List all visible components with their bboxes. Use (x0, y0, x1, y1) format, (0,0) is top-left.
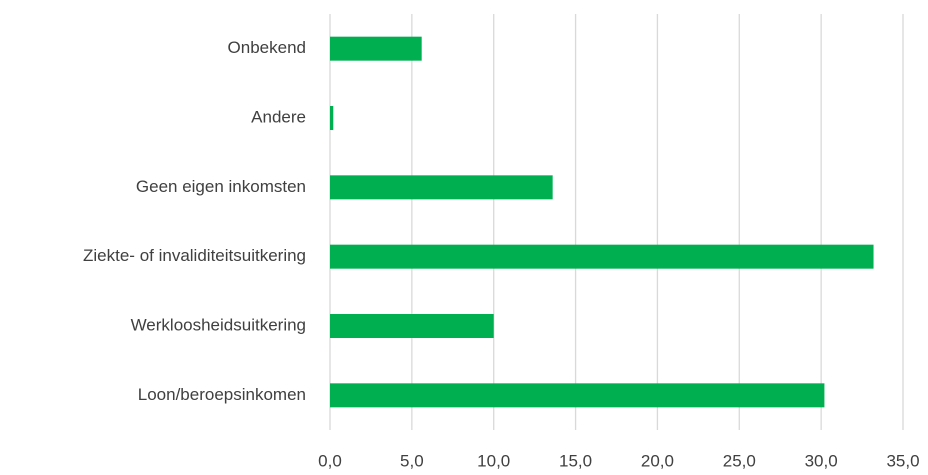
y-tick-label: Ziekte- of invaliditeitsuitkering (83, 246, 306, 265)
x-tick-label: 5,0 (400, 451, 424, 470)
x-tick-label: 25,0 (723, 451, 756, 470)
x-tick-label: 35,0 (886, 451, 919, 470)
bar (330, 244, 874, 269)
x-tick-label: 20,0 (641, 451, 674, 470)
bar (330, 314, 494, 338)
bar (330, 383, 825, 408)
bar (330, 175, 553, 200)
x-tick-label: 10,0 (477, 451, 510, 470)
bar (330, 36, 422, 61)
y-tick-label: Onbekend (228, 38, 306, 57)
y-tick-label: Geen eigen inkomsten (136, 177, 306, 196)
y-tick-label: Andere (251, 107, 306, 126)
y-tick-label: Werkloosheidsuitkering (131, 315, 306, 334)
y-tick-label: Loon/beroepsinkomen (138, 385, 306, 404)
x-tick-label: 0,0 (318, 451, 342, 470)
x-tick-label: 15,0 (559, 451, 592, 470)
bar (330, 106, 334, 130)
x-tick-label: 30,0 (805, 451, 838, 470)
